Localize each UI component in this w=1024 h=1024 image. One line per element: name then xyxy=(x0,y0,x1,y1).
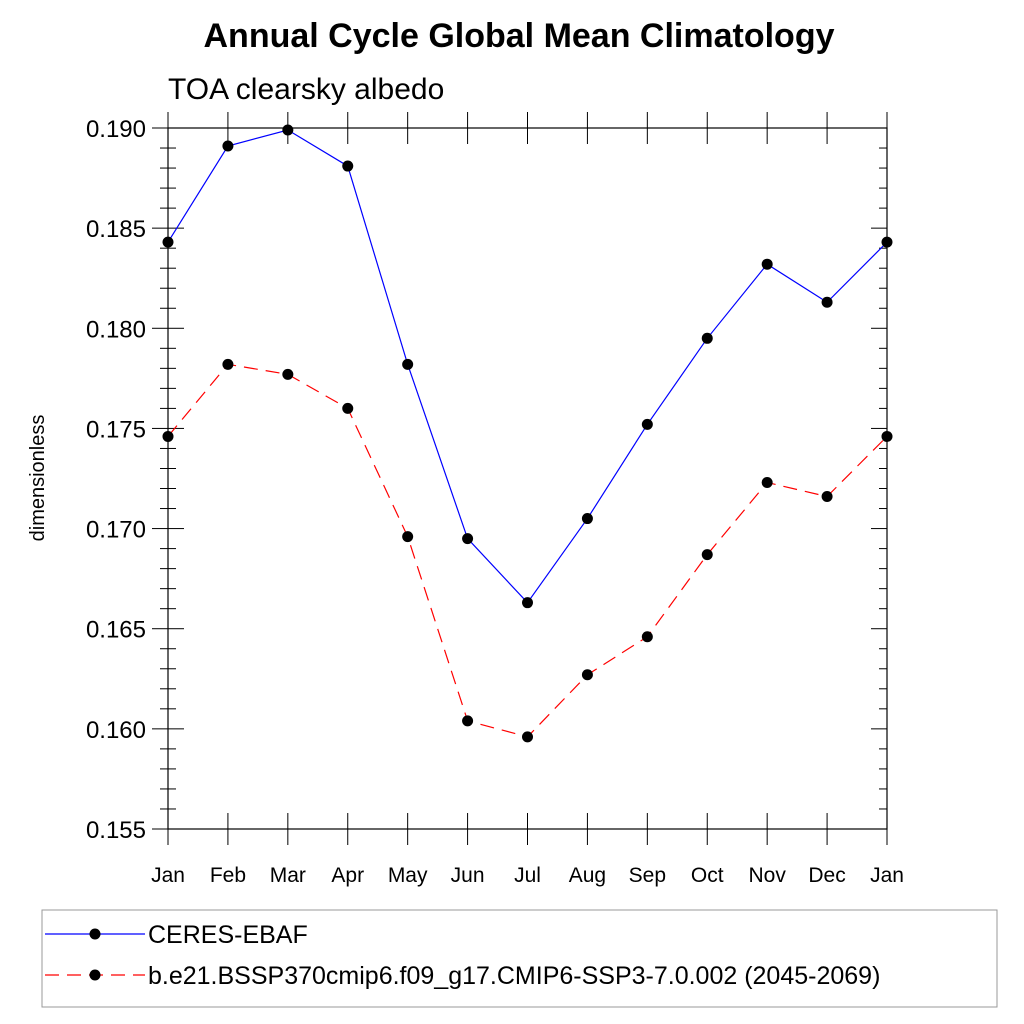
series-1-point xyxy=(402,358,414,370)
series-2-point xyxy=(641,631,653,643)
plot-frame xyxy=(167,127,888,830)
x-tick-label: Aug xyxy=(569,864,606,887)
x-tick-label: Jan xyxy=(151,864,185,887)
series-2-point xyxy=(522,731,533,743)
series-1-point xyxy=(761,258,773,270)
series-2-point xyxy=(282,368,294,380)
y-tick-label: 0.180 xyxy=(86,316,146,343)
series-2-point xyxy=(821,491,833,503)
series-2-point xyxy=(222,358,234,370)
legend-label: CERES-EBAF xyxy=(148,921,308,949)
x-tick-label: Nov xyxy=(748,864,786,887)
chart-subtitle: TOA clearsky albedo xyxy=(168,73,444,106)
series-1-point xyxy=(581,513,593,525)
x-tick-label: Mar xyxy=(270,864,306,887)
series-2-point xyxy=(402,531,414,543)
series-layer xyxy=(162,124,893,743)
series-2-point xyxy=(701,549,713,561)
x-tick-label: Sep xyxy=(629,864,666,887)
series-1-point xyxy=(641,418,653,430)
series-1-point xyxy=(222,140,234,152)
series-1-point xyxy=(701,332,713,344)
y-tick-label: 0.185 xyxy=(86,216,146,243)
x-tick-label: Jul xyxy=(514,864,541,887)
y-tick-label: 0.160 xyxy=(86,717,146,744)
series-1-point xyxy=(462,533,474,545)
x-tick-label: Apr xyxy=(331,864,364,887)
legend-marker-1 xyxy=(89,928,101,940)
x-tick-label: Feb xyxy=(210,864,246,887)
y-tick-label: 0.155 xyxy=(86,817,146,844)
x-tick-label: Oct xyxy=(691,864,724,887)
x-tick-label: Dec xyxy=(808,864,845,887)
y-tick-label: 0.190 xyxy=(86,116,146,143)
series-1-point xyxy=(522,597,533,609)
chart-title: Annual Cycle Global Mean Climatology xyxy=(204,17,835,55)
y-tick-label: 0.165 xyxy=(86,617,146,644)
x-tick-label: May xyxy=(388,864,428,887)
x-tick-labels: Jan Feb Mar Apr May Jun Jul Aug Sep Oct Nov Dec Jan xyxy=(151,864,904,887)
legend-label: b.e21.BSSP370cmip6.f09_g17.CMIP6-SSP3-7.… xyxy=(148,962,880,990)
series-1-point xyxy=(342,160,354,172)
series-2-point xyxy=(581,669,593,681)
legend: CERES-EBAF b.e21.BSSP370cmip6.f09_g17.CMI… xyxy=(45,921,880,990)
y-tick-labels: 0.155 0.160 0.165 0.170 0.175 0.180 0.185 0.190 xyxy=(86,116,146,844)
series-line-2 xyxy=(167,363,888,738)
y-tick-label: 0.170 xyxy=(86,517,146,544)
x-tick-label: Jan xyxy=(870,864,904,887)
y-axis-label: dimensionless xyxy=(27,415,49,542)
legend-box xyxy=(41,909,998,1008)
x-tick-label: Jun xyxy=(451,864,485,887)
series-2-point xyxy=(342,402,354,414)
series-line-1 xyxy=(167,129,888,604)
legend-marker-2 xyxy=(89,969,101,981)
series-2-point xyxy=(462,715,474,727)
y-tick-label: 0.175 xyxy=(86,416,146,443)
axis-ticks xyxy=(152,112,888,845)
series-1-point xyxy=(821,296,833,308)
series-2-point xyxy=(761,477,773,489)
series-1-point xyxy=(282,124,294,136)
